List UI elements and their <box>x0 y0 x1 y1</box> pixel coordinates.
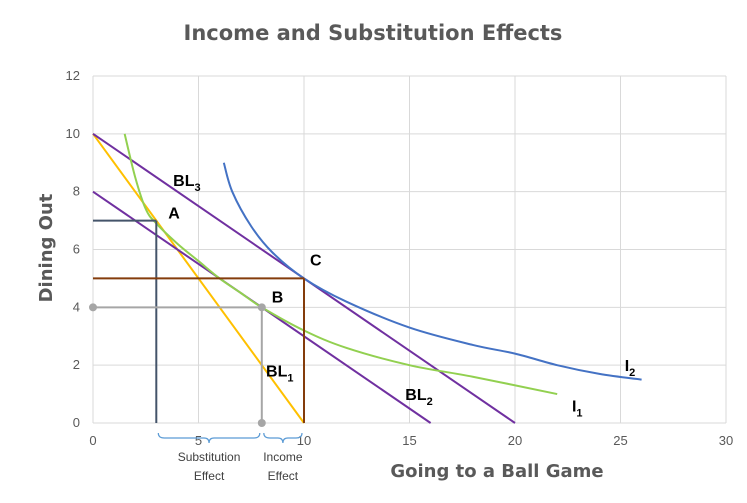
marks-layer <box>89 303 266 427</box>
grid <box>92 75 727 424</box>
x-tick-label: 20 <box>508 433 522 448</box>
series-label-i1: I1 <box>572 398 583 419</box>
guide-layer <box>93 219 305 423</box>
series-label-bl3: BL3 <box>173 173 200 194</box>
x-tick-label: 30 <box>719 433 733 448</box>
guide-marker <box>89 303 97 312</box>
x-tick-label: 25 <box>613 433 627 448</box>
y-tick-label: 8 <box>73 184 80 199</box>
x-tick-label: 10 <box>297 433 311 448</box>
series-label-bl2: BL2 <box>405 387 432 408</box>
x-tick-label: 0 <box>89 433 96 448</box>
x-tick-label: 5 <box>195 433 202 448</box>
annotation-income-effect: Income <box>263 450 303 464</box>
annotation-substitution-effect: Effect <box>194 469 225 483</box>
annotation-income-effect: Effect <box>268 469 299 483</box>
series-label-bl1: BL1 <box>266 364 293 385</box>
y-tick-label: 10 <box>66 126 80 141</box>
series-label-i2: I2 <box>625 358 636 379</box>
series-line-i2 <box>222 162 642 381</box>
y-tick-label: 12 <box>66 68 80 83</box>
y-tick-label: 2 <box>73 357 80 372</box>
guide-marker <box>257 303 266 312</box>
chart-title: Income and Substitution Effects <box>184 21 563 45</box>
x-tick-label: 15 <box>402 433 416 448</box>
series-line-i1 <box>123 133 558 396</box>
ticks-layer: 0 5 10 15 20 25 30 0 2 4 6 8 10 12 <box>66 68 734 448</box>
brace-substitution-effect <box>157 432 261 444</box>
guide-marker <box>257 419 266 427</box>
annotation-layer: Substitution Effect Income Effect <box>157 432 303 483</box>
point-label-c: C <box>310 252 322 269</box>
y-axis-label: Dining Out <box>36 193 57 302</box>
labels-layer: A B C BL1 BL2 BL3 I1 I2 <box>168 173 635 420</box>
point-label-a: A <box>168 206 180 223</box>
y-tick-label: 0 <box>73 415 80 430</box>
brace-income-effect <box>263 432 303 444</box>
y-tick-label: 6 <box>73 242 80 257</box>
x-axis-label: Going to a Ball Game <box>390 461 603 482</box>
y-tick-label: 4 <box>73 299 80 314</box>
point-label-b: B <box>272 289 284 306</box>
annotation-substitution-effect: Substitution <box>178 450 241 464</box>
